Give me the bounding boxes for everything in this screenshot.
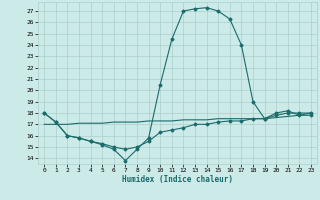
X-axis label: Humidex (Indice chaleur): Humidex (Indice chaleur) [122, 175, 233, 184]
